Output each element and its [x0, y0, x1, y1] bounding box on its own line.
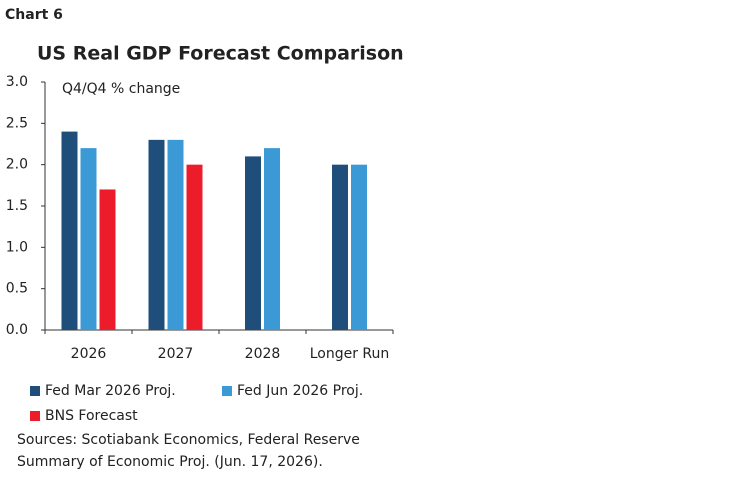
bar: [148, 139, 165, 330]
bar: [167, 139, 184, 330]
note: Sources: Scotiabank Economics, Federal R…: [17, 432, 360, 448]
bar: [186, 164, 203, 330]
chart-title: US Real GDP Forecast Comparison: [37, 43, 404, 65]
chart-label: Chart 6: [5, 7, 63, 23]
y-tick-label: 2.5: [6, 115, 28, 131]
x-tick-label: 2026: [71, 346, 107, 362]
y-tick-label: 0.0: [6, 322, 28, 338]
bar: [61, 131, 78, 330]
legend-label: Fed Mar 2026 Proj.: [45, 383, 176, 399]
x-tick-label: Longer Run: [310, 346, 390, 362]
y-axis-label: Q4/Q4 % change: [62, 81, 180, 97]
bar: [245, 156, 261, 330]
legend-swatch: [30, 386, 40, 396]
legend-swatch: [30, 411, 40, 421]
y-tick-label: 2.0: [6, 157, 28, 173]
bar: [264, 148, 280, 330]
x-tick-label: 2028: [245, 346, 281, 362]
y-tick-label: 0.5: [6, 281, 28, 297]
bar: [332, 164, 348, 330]
x-tick-label: 2027: [158, 346, 194, 362]
bar: [351, 164, 367, 330]
legend-label: BNS Forecast: [45, 408, 138, 424]
bar: [99, 189, 116, 330]
note: Summary of Economic Proj. (Jun. 17, 2026…: [17, 454, 323, 470]
y-tick-label: 1.5: [6, 198, 28, 214]
bar: [80, 148, 97, 330]
legend-label: Fed Jun 2026 Proj.: [237, 383, 363, 399]
legend-swatch: [222, 386, 232, 396]
y-tick-label: 1.0: [6, 239, 28, 255]
y-tick-label: 3.0: [6, 74, 28, 90]
